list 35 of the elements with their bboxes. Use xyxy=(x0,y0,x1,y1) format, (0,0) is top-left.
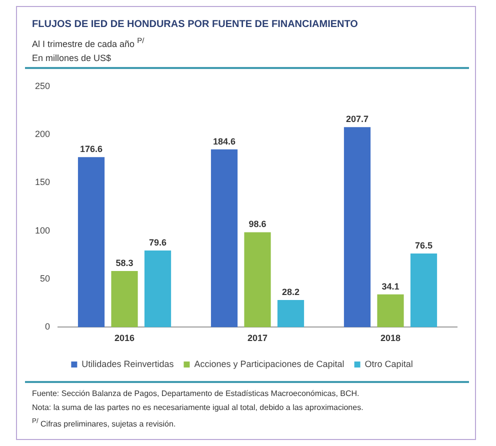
bar xyxy=(210,149,238,328)
bar xyxy=(144,250,172,328)
bar xyxy=(277,300,304,328)
data-label: 79.6 xyxy=(148,238,167,248)
data-label: 176.6 xyxy=(80,144,103,154)
data-label: 58.3 xyxy=(116,258,134,268)
bar xyxy=(410,254,438,328)
y-tick-label: 100 xyxy=(34,225,50,236)
data-label: 28.2 xyxy=(282,287,300,298)
bar xyxy=(244,232,271,328)
x-tick-label: 2017 xyxy=(247,333,268,344)
data-label: 98.6 xyxy=(248,219,266,230)
legend-label: Acciones y Participaciones de Capital xyxy=(194,358,344,369)
y-tick-label: 150 xyxy=(34,177,50,188)
text: Al I trimestre de cada año $^{P/}$ En millones de US$ xyxy=(32,36,144,63)
y-tick-label: 0 xyxy=(45,322,50,332)
source-note: Fuente: Sección Balanza de Pagos, Departamento de Estadísticas Macroeconómicas, BCH. xyxy=(32,388,360,400)
y-tick-label: 50 xyxy=(40,274,50,284)
text: $^{P/}$ Cifras preliminares, sujetas a revisión. xyxy=(32,417,177,431)
text: Nota: la suma de las partes no es necesariamente igual al total, debido a las aproximaciones. xyxy=(32,402,364,414)
x-tick-label: 2016 xyxy=(114,333,135,344)
data-label: 34.1 xyxy=(382,281,400,292)
chart-title: FLUJOS DE IED DE HONDURAS POR FUENTE DE FINANCIAMIENTO xyxy=(32,19,358,30)
data-label: 207.7 xyxy=(346,114,369,124)
bar xyxy=(111,271,138,328)
data-label: 184.6 xyxy=(212,136,236,146)
bar xyxy=(78,157,105,328)
y-tick-label: 250 xyxy=(34,80,50,91)
x-tick-label: 2018 xyxy=(380,333,401,344)
bar xyxy=(344,127,371,328)
data-label: 76.5 xyxy=(414,240,433,250)
legend-label: Otro Capital xyxy=(364,358,413,369)
legend-label: Utilidades Reinvertidas xyxy=(82,358,174,369)
bar xyxy=(377,294,404,328)
y-tick-label: 200 xyxy=(34,129,50,140)
